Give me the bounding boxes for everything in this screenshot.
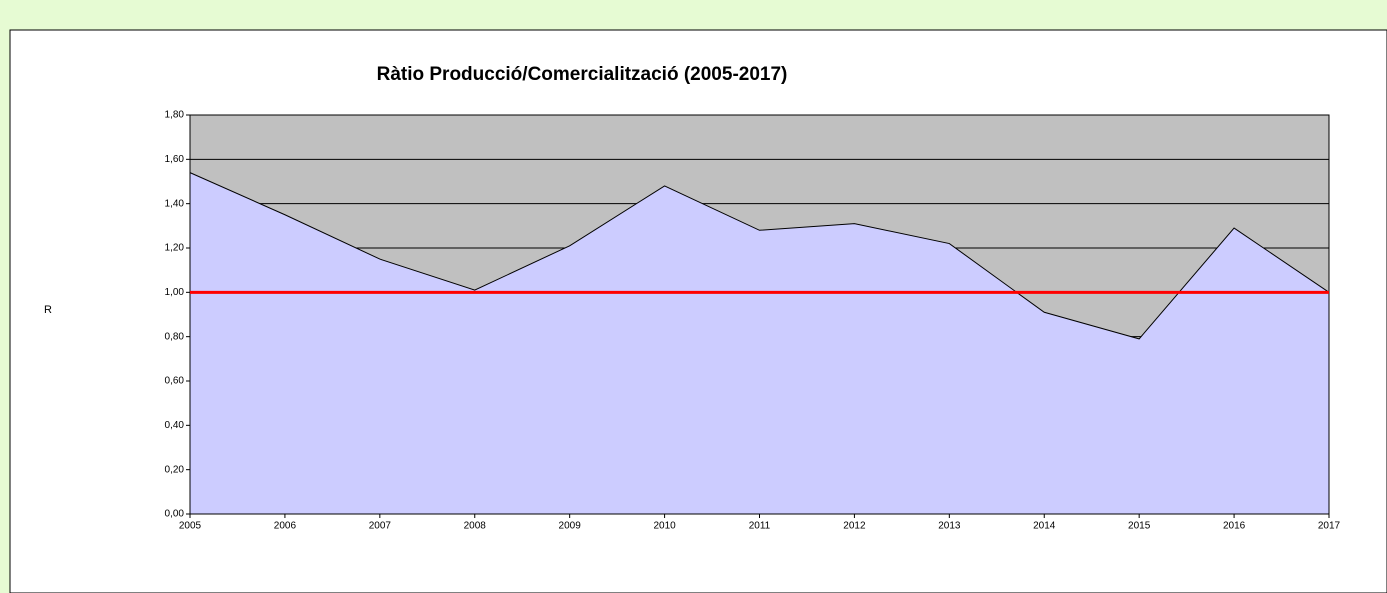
x-tick-label: 2007 [369,521,392,532]
x-tick-label: 2009 [559,521,582,532]
x-tick-label: 2008 [464,521,487,532]
y-tick-label: 0,20 [165,464,185,475]
y-tick-label: 1,20 [165,243,185,254]
x-tick-label: 2016 [1223,521,1246,532]
y-tick-label: 0,00 [165,509,185,520]
x-tick-label: 2014 [1033,521,1056,532]
y-tick-label: 1,00 [165,287,185,298]
y-tick-label: 1,60 [165,154,185,165]
x-tick-label: 2011 [749,521,771,532]
y-tick-label: 1,40 [165,198,185,209]
plot-border [189,114,1330,515]
x-tick-label: 2006 [274,521,297,532]
y-tick-label: 1,80 [165,110,185,121]
x-tick-label: 2017 [1318,521,1341,532]
y-tick-label: 0,80 [165,331,185,342]
line [189,172,1330,340]
x-tick-label: 2005 [179,521,202,532]
x-tick-label: 2012 [843,521,866,532]
y-tick-label: 0,40 [165,420,185,431]
chart-title: Ràtio Producció/Comercialització (2005-2… [377,64,788,85]
x-tick-label: 2015 [1128,521,1151,532]
y-tick-label: 0,60 [165,376,185,387]
area [190,172,1329,514]
x-tick-label: 2013 [938,521,961,532]
x-tick-label: 2010 [653,521,676,532]
y-axis-label: R [44,304,52,316]
